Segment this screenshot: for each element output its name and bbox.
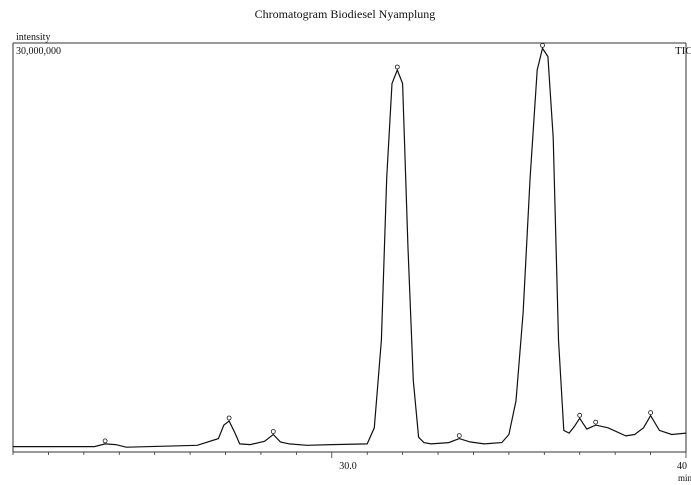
peak-marker	[648, 410, 653, 416]
peak-marker	[102, 438, 108, 444]
peak-marker	[270, 429, 276, 434]
peak-marker	[226, 415, 232, 421]
peak-marker	[394, 64, 400, 70]
trace-label: TIC	[675, 45, 691, 57]
x-tick-label-40: 40	[677, 461, 687, 472]
y-max-label: 30,000,000	[16, 46, 61, 57]
x-axis: 30.0 40 min	[12, 451, 691, 483]
chart-title: Chromatogram Biodiesel Nyamplung	[255, 7, 436, 21]
peak-marker	[540, 43, 545, 48]
x-tick-label-30: 30.0	[339, 461, 357, 472]
tic-trace-line	[13, 46, 687, 448]
peak-marker	[593, 419, 599, 425]
x-axis-minor-ticks	[12, 452, 687, 458]
peak-markers	[102, 43, 653, 444]
x-axis-label: min	[678, 473, 691, 483]
peak-marker	[577, 412, 583, 418]
plot-frame	[12, 42, 687, 452]
y-axis-label: intensity	[16, 32, 50, 43]
peak-marker	[456, 433, 462, 439]
